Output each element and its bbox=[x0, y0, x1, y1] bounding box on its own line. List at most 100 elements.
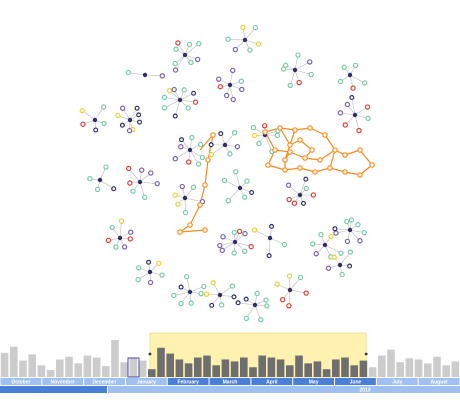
cluster-hub-node[interactable] bbox=[242, 37, 248, 43]
highlighted-node[interactable] bbox=[210, 132, 216, 138]
month-band[interactable] bbox=[84, 378, 125, 385]
network-node[interactable] bbox=[118, 218, 125, 224]
network-node[interactable] bbox=[231, 229, 238, 236]
network-node[interactable] bbox=[172, 67, 179, 73]
highlighted-node[interactable] bbox=[322, 132, 328, 138]
network-node[interactable] bbox=[147, 279, 154, 286]
cluster-hub-node[interactable] bbox=[92, 117, 98, 123]
network-node[interactable] bbox=[230, 96, 236, 103]
network-node[interactable] bbox=[161, 94, 168, 101]
network-node[interactable] bbox=[243, 296, 249, 302]
network-node[interactable] bbox=[199, 154, 206, 161]
network-node[interactable] bbox=[208, 151, 215, 158]
network-node[interactable] bbox=[285, 182, 292, 188]
network-node[interactable] bbox=[146, 259, 152, 265]
network-node[interactable] bbox=[308, 71, 314, 78]
network-node[interactable] bbox=[103, 164, 109, 170]
highlighted-node[interactable] bbox=[202, 227, 208, 233]
network-node[interactable] bbox=[195, 161, 202, 167]
network-canvas[interactable] bbox=[0, 0, 460, 330]
network-node[interactable] bbox=[310, 192, 317, 198]
network-node[interactable] bbox=[295, 52, 301, 58]
cluster-hub-node[interactable] bbox=[177, 97, 183, 103]
network-node[interactable] bbox=[186, 41, 193, 48]
network-node[interactable] bbox=[281, 241, 288, 248]
cluster-hub-node[interactable] bbox=[292, 67, 298, 73]
network-node[interactable] bbox=[241, 194, 248, 200]
network-node[interactable] bbox=[337, 78, 344, 85]
network-node[interactable] bbox=[135, 276, 141, 283]
network-node[interactable] bbox=[198, 290, 204, 297]
highlighted-node[interactable] bbox=[282, 167, 288, 173]
network-node[interactable] bbox=[235, 300, 241, 306]
network-node[interactable] bbox=[231, 130, 238, 136]
network-node[interactable] bbox=[127, 236, 133, 242]
network-node[interactable] bbox=[341, 64, 347, 71]
network-node[interactable] bbox=[119, 122, 125, 128]
cluster-hub-node[interactable] bbox=[337, 262, 343, 268]
cluster-hub-node[interactable] bbox=[217, 292, 223, 298]
network-node[interactable] bbox=[365, 115, 371, 122]
network-node[interactable] bbox=[111, 186, 117, 192]
network-node[interactable] bbox=[356, 127, 362, 134]
network-node[interactable] bbox=[250, 124, 257, 131]
month-band[interactable] bbox=[418, 378, 460, 385]
network-node[interactable] bbox=[182, 209, 189, 216]
month-band[interactable] bbox=[209, 378, 251, 385]
network-node[interactable] bbox=[361, 80, 368, 86]
highlighted-node[interactable] bbox=[262, 129, 268, 135]
network-node[interactable] bbox=[223, 92, 230, 99]
highlighted-node[interactable] bbox=[197, 202, 203, 208]
network-node[interactable] bbox=[113, 244, 119, 250]
network-node[interactable] bbox=[175, 40, 181, 46]
network-node[interactable] bbox=[349, 95, 355, 101]
network-node[interactable] bbox=[192, 99, 199, 105]
network-node[interactable] bbox=[339, 271, 345, 278]
network-node[interactable] bbox=[220, 234, 226, 240]
network-node[interactable] bbox=[256, 140, 262, 147]
network-node[interactable] bbox=[254, 290, 260, 297]
cluster-hub-node[interactable] bbox=[297, 192, 303, 198]
cluster-hub-node[interactable] bbox=[222, 142, 228, 148]
network-node[interactable] bbox=[251, 132, 258, 139]
network-node[interactable] bbox=[355, 222, 361, 228]
network-node[interactable] bbox=[303, 290, 309, 296]
highlighted-node[interactable] bbox=[342, 169, 348, 175]
network-node[interactable] bbox=[301, 200, 307, 206]
highlighted-node[interactable] bbox=[177, 229, 183, 235]
month-band[interactable] bbox=[335, 378, 376, 385]
network-node[interactable] bbox=[100, 104, 107, 110]
network-node[interactable] bbox=[188, 300, 194, 306]
cluster-hub-node[interactable] bbox=[97, 177, 103, 183]
month-band[interactable] bbox=[293, 378, 335, 385]
network-node[interactable] bbox=[297, 274, 304, 281]
network-node[interactable] bbox=[216, 76, 222, 82]
cluster-hub-node[interactable] bbox=[227, 82, 233, 88]
network-node[interactable] bbox=[181, 87, 187, 93]
network-node[interactable] bbox=[119, 105, 126, 111]
highlighted-node[interactable] bbox=[272, 147, 278, 153]
selection-start-handle[interactable] bbox=[148, 352, 152, 356]
network-node[interactable] bbox=[166, 87, 173, 94]
network-node[interactable] bbox=[287, 82, 293, 89]
month-band[interactable] bbox=[251, 378, 293, 385]
network-node[interactable] bbox=[242, 230, 248, 237]
network-node[interactable] bbox=[171, 86, 177, 93]
network-node[interactable] bbox=[190, 184, 197, 190]
network-node[interactable] bbox=[221, 177, 228, 184]
network-node[interactable] bbox=[238, 78, 245, 84]
cluster-hub-node[interactable] bbox=[237, 185, 243, 191]
cluster-hub-node[interactable] bbox=[287, 287, 293, 293]
highlighted-node[interactable] bbox=[369, 162, 375, 168]
network-node[interactable] bbox=[279, 296, 286, 303]
network-node[interactable] bbox=[291, 200, 298, 206]
highlighted-node[interactable] bbox=[282, 157, 288, 163]
network-node[interactable] bbox=[269, 223, 275, 229]
network-node[interactable] bbox=[233, 169, 239, 175]
network-node[interactable] bbox=[201, 283, 207, 290]
network-node[interactable] bbox=[126, 127, 133, 134]
cluster-hub-node[interactable] bbox=[352, 112, 358, 118]
highlighted-node[interactable] bbox=[187, 222, 193, 228]
network-node[interactable] bbox=[249, 189, 255, 195]
network-node[interactable] bbox=[303, 185, 310, 192]
